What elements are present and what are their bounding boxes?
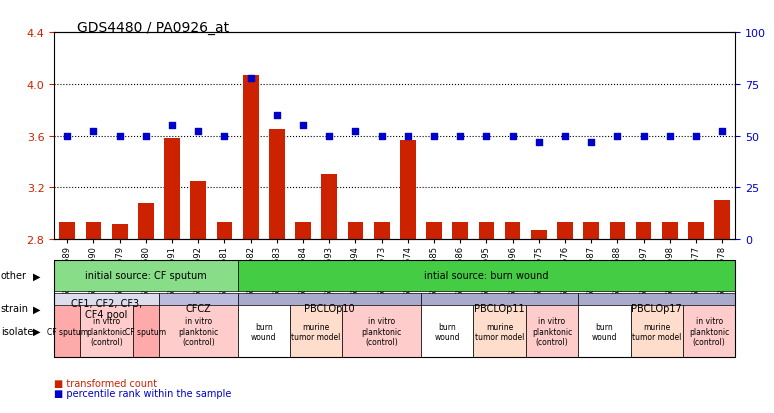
Text: ■ percentile rank within the sample: ■ percentile rank within the sample bbox=[54, 389, 231, 399]
Point bbox=[218, 133, 231, 140]
Point bbox=[323, 133, 335, 140]
Text: in vitro
planktonic
(control): in vitro planktonic (control) bbox=[689, 317, 729, 346]
Bar bbox=[610, 223, 625, 240]
Bar bbox=[714, 201, 730, 240]
Text: CF sputum: CF sputum bbox=[46, 327, 87, 336]
Point bbox=[139, 133, 152, 140]
Bar bbox=[505, 223, 520, 240]
Text: isolate: isolate bbox=[1, 326, 33, 337]
Text: in vitro
planktonic
(control): in vitro planktonic (control) bbox=[87, 317, 127, 346]
Point bbox=[402, 133, 414, 140]
Point bbox=[297, 123, 310, 129]
Bar bbox=[217, 223, 232, 240]
Text: ▶: ▶ bbox=[33, 271, 41, 281]
Point bbox=[638, 133, 650, 140]
Point bbox=[480, 133, 492, 140]
Text: in vitro
planktonic
(control): in vitro planktonic (control) bbox=[178, 317, 218, 346]
Bar bbox=[688, 223, 704, 240]
Bar bbox=[478, 223, 495, 240]
Point bbox=[690, 133, 702, 140]
Bar bbox=[138, 203, 154, 240]
Point bbox=[533, 139, 545, 146]
Text: other: other bbox=[1, 271, 27, 281]
Point bbox=[716, 129, 728, 135]
Text: CFCZ: CFCZ bbox=[186, 304, 211, 314]
Text: GDS4480 / PA0926_at: GDS4480 / PA0926_at bbox=[77, 21, 230, 35]
Bar bbox=[269, 130, 285, 240]
Text: murine
tumor model: murine tumor model bbox=[474, 322, 524, 341]
Point bbox=[428, 133, 440, 140]
Point bbox=[245, 75, 257, 82]
Text: CF1, CF2, CF3,
CF4 pool: CF1, CF2, CF3, CF4 pool bbox=[71, 298, 142, 320]
Bar bbox=[531, 230, 546, 240]
Bar bbox=[164, 139, 180, 240]
Text: intial source: burn wound: intial source: burn wound bbox=[424, 271, 549, 281]
Text: murine
tumor model: murine tumor model bbox=[632, 322, 681, 341]
Point bbox=[585, 139, 598, 146]
Point bbox=[166, 123, 178, 129]
Point bbox=[506, 133, 519, 140]
Text: burn
wound: burn wound bbox=[434, 322, 460, 341]
Text: initial source: CF sputum: initial source: CF sputum bbox=[85, 271, 207, 281]
Point bbox=[611, 133, 624, 140]
Text: PBCLOp11: PBCLOp11 bbox=[474, 304, 525, 314]
Text: murine
tumor model: murine tumor model bbox=[292, 322, 341, 341]
Bar bbox=[426, 223, 442, 240]
Point bbox=[271, 112, 283, 119]
Text: strain: strain bbox=[1, 304, 29, 314]
Text: ■ transformed count: ■ transformed count bbox=[54, 378, 157, 388]
Text: CF sputum: CF sputum bbox=[125, 327, 166, 336]
Bar bbox=[348, 223, 363, 240]
Bar bbox=[321, 175, 337, 240]
Bar bbox=[635, 223, 652, 240]
Bar bbox=[557, 223, 573, 240]
Text: in vitro
planktonic
(control): in vitro planktonic (control) bbox=[361, 317, 402, 346]
Bar bbox=[243, 76, 259, 240]
Bar bbox=[60, 223, 75, 240]
Text: burn
wound: burn wound bbox=[251, 322, 276, 341]
Point bbox=[87, 129, 100, 135]
Text: PBCLOp17: PBCLOp17 bbox=[632, 304, 682, 314]
Text: PBCLOp10: PBCLOp10 bbox=[304, 304, 354, 314]
Bar bbox=[400, 140, 416, 240]
Bar bbox=[190, 181, 206, 240]
Point bbox=[454, 133, 467, 140]
Text: burn
wound: burn wound bbox=[591, 322, 617, 341]
Point bbox=[192, 129, 204, 135]
Bar bbox=[374, 223, 389, 240]
Text: in vitro
planktonic
(control): in vitro planktonic (control) bbox=[532, 317, 572, 346]
Bar bbox=[662, 223, 678, 240]
Bar bbox=[295, 223, 311, 240]
Point bbox=[349, 129, 361, 135]
Text: ▶: ▶ bbox=[33, 326, 41, 337]
Text: ▶: ▶ bbox=[33, 304, 41, 314]
Bar bbox=[86, 223, 101, 240]
Point bbox=[663, 133, 676, 140]
Bar bbox=[452, 223, 468, 240]
Bar bbox=[111, 224, 128, 240]
Point bbox=[114, 133, 126, 140]
Bar bbox=[584, 223, 599, 240]
Point bbox=[559, 133, 571, 140]
Point bbox=[61, 133, 74, 140]
Point bbox=[375, 133, 388, 140]
